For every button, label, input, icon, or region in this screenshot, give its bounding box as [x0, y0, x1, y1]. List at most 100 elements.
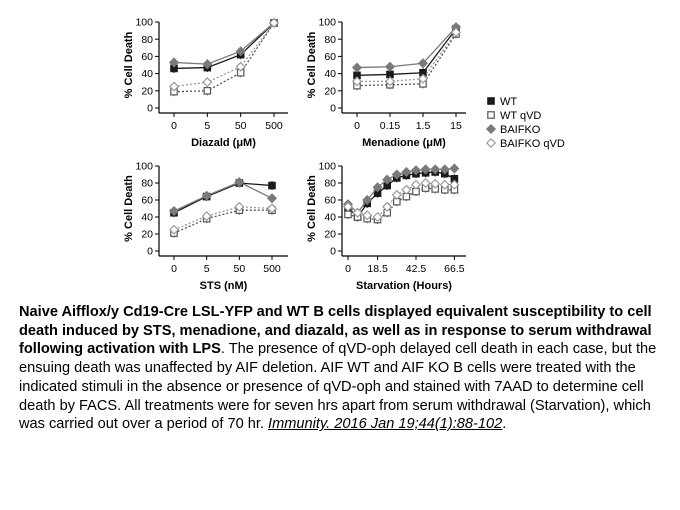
baifko-qvd-data-point [362, 210, 373, 221]
y-tick-label: 0 [330, 246, 336, 258]
x-tick-label: 50 [233, 263, 245, 275]
baifko-qvd-data-point [391, 189, 402, 200]
baifko-data-point [202, 59, 213, 70]
x-tick-label: 1.5 [416, 120, 431, 132]
baifko-data-point [430, 164, 441, 175]
wt-legend-label: WT [500, 96, 517, 108]
baifko-data-point [372, 182, 383, 193]
y-tick-label: 80 [324, 34, 336, 46]
baifko-data-point [391, 169, 402, 180]
wt-qvd-series-line [347, 187, 455, 221]
baifko-qvd-data-point [234, 201, 245, 212]
baifko-qvd-data-point [420, 177, 431, 189]
y-axis-title: % Cell Death [306, 31, 318, 98]
wt-qvd-series-line [173, 209, 272, 234]
baifko-data-point [362, 194, 373, 206]
y-tick-label: 0 [147, 103, 153, 115]
baifko-qvd-data-point [168, 224, 180, 235]
baifko-qvd-data-point [430, 178, 441, 189]
y-tick-label: 20 [141, 229, 153, 241]
starvation-panel: 0 20 40 60 80 100 0 18.5 42.5 66.5 % Cell Death Sta… [306, 161, 466, 292]
baifko-qvd-data-point [201, 211, 212, 222]
wt-legend-marker [487, 97, 495, 105]
y-axis-title: % Cell Death [306, 175, 318, 242]
baifko-qvd-data-point [342, 201, 354, 212]
y-tick-label: 40 [141, 212, 153, 224]
x-tick-label: 500 [265, 120, 283, 132]
baifko-qvd-data-point [384, 76, 396, 87]
x-axis-title: Starvation (Hours) [356, 280, 452, 292]
baifko-data-point [235, 46, 246, 57]
x-tick-label: 0 [345, 263, 351, 275]
wt-qvd-legend-label: WT qVD [500, 110, 541, 122]
x-tick-label: 5 [204, 263, 210, 275]
baifko-data-point [201, 190, 212, 201]
wt-qvd-series-line [356, 33, 457, 87]
menadione-panel: 0 20 40 60 80 100 0 0.15 1.5 15 % Cell Death Menadi… [306, 17, 466, 149]
baifko-qvd-legend-label: BAIFKO qVD [500, 138, 565, 150]
y-tick-label: 40 [141, 68, 153, 80]
baifko-qvd-data-point [202, 77, 213, 88]
baifko-data-point [168, 206, 180, 217]
baifko-data-point [420, 164, 431, 175]
figure-caption: Naive Aifflox/y Cd19-Cre LSL-YFP and WT … [19, 303, 667, 434]
y-tick-label: 80 [141, 178, 153, 190]
baifko-qvd-series-line [173, 206, 273, 231]
baifko-qvd-data-point [417, 73, 429, 84]
baifko-qvd-data-point [450, 27, 462, 38]
x-tick-label: 18.5 [367, 263, 388, 275]
baifko-qvd-data-point [168, 81, 180, 92]
baifko-data-point [401, 166, 412, 177]
baifko-qvd-data-point [439, 179, 450, 190]
legend: WT WT qVD BAIFKO BAIFKO qVD [485, 96, 565, 150]
baifko-series-line [173, 22, 275, 65]
baifko-qvd-data-point [401, 184, 412, 195]
baifko-data-point [449, 163, 460, 174]
y-tick-label: 100 [135, 17, 153, 29]
y-axis-title: % Cell Death [123, 31, 135, 98]
baifko-series-line [173, 181, 273, 212]
diazald-panel: 0 20 40 60 80 100 0 5 50 500 % Cell Death Diazald (… [123, 17, 288, 149]
x-tick-label: 500 [263, 263, 281, 275]
baifko-data-point [351, 62, 363, 73]
baifko-qvd-data-point [352, 207, 363, 218]
y-tick-label: 40 [324, 212, 336, 224]
baifko-legend-label: BAIFKO [500, 124, 541, 136]
x-axis-title: Diazald (μM) [191, 137, 256, 149]
x-tick-label: 5 [204, 120, 210, 132]
baifko-qvd-data-point [268, 17, 280, 28]
citation-link[interactable]: Immunity. 2016 Jan 19;44(1):88-102 [268, 416, 503, 433]
baifko-qvd-data-point [372, 211, 383, 223]
x-tick-label: 0 [171, 263, 177, 275]
x-tick-label: 0.15 [380, 120, 401, 132]
y-tick-label: 100 [318, 161, 336, 173]
baifko-qvd-series-line [357, 31, 457, 82]
x-tick-label: 0 [354, 120, 360, 132]
caption-title: Naive Aifflox/y Cd19-Cre LSL-YFP and WT … [19, 304, 652, 358]
baifko-data-point [439, 164, 450, 175]
sts-panel: 0 20 40 60 80 100 0 5 50 500 % Cell Death STS (nM) [123, 161, 288, 292]
x-tick-label: 50 [235, 120, 247, 132]
wt-qvd-legend-marker [487, 111, 495, 119]
baifko-data-point [266, 193, 278, 204]
baifko-data-point [168, 57, 180, 68]
wt-series-line [173, 22, 275, 70]
y-tick-label: 20 [141, 85, 153, 97]
y-tick-label: 60 [141, 195, 153, 207]
baifko-qvd-data-point [449, 179, 460, 190]
y-tick-label: 40 [324, 68, 336, 80]
x-axis-title: STS (nM) [200, 280, 248, 292]
y-tick-label: 60 [324, 51, 336, 63]
y-tick-label: 20 [324, 229, 336, 241]
baifko-qvd-legend-marker [485, 137, 497, 149]
baifko-data-point [417, 58, 429, 69]
baifko-series-line [356, 26, 457, 69]
y-tick-label: 80 [141, 34, 153, 46]
y-tick-label: 0 [330, 103, 336, 115]
x-tick-label: 66.5 [444, 263, 465, 275]
y-tick-label: 60 [141, 51, 153, 63]
baifko-data-point [234, 177, 245, 188]
wt-series-line [356, 28, 457, 76]
baifko-qvd-data-point [351, 76, 363, 87]
x-axis-title: Menadione (μM) [362, 137, 446, 149]
